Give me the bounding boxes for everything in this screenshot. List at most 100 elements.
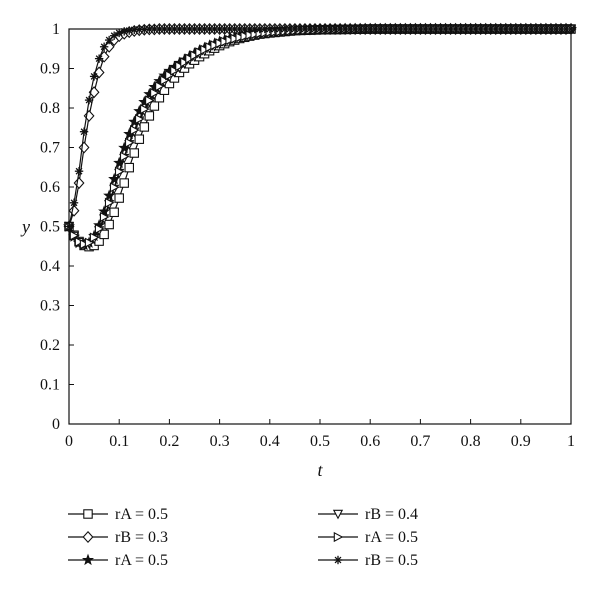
asterisk-stroke <box>432 25 439 33</box>
legend-label: rB = 0.3 <box>115 529 168 546</box>
data-point <box>230 33 241 44</box>
asterisk-stroke <box>135 25 143 33</box>
data-point <box>476 24 485 34</box>
asterisk-stroke <box>401 25 409 33</box>
y-tick-label: 0.6 <box>40 179 60 196</box>
asterisk-stroke <box>396 25 404 33</box>
asterisk-stroke <box>80 128 88 136</box>
asterisk-stroke <box>311 25 319 33</box>
asterisk-stroke <box>296 25 304 33</box>
data-point <box>84 237 95 248</box>
data-point <box>94 223 105 234</box>
x-tick-label: 1 <box>567 433 575 450</box>
data-point <box>240 30 251 42</box>
asterisk-stroke <box>191 25 198 33</box>
data-point <box>89 72 99 81</box>
data-point <box>185 53 195 64</box>
asterisk-stroke <box>236 25 244 33</box>
series-layer <box>62 22 578 252</box>
asterisk-stroke <box>492 25 500 33</box>
data-point <box>170 24 179 34</box>
data-point <box>526 24 536 34</box>
asterisk-stroke <box>256 25 264 33</box>
data-point <box>330 24 340 34</box>
x-axis-title: t <box>317 460 323 480</box>
data-point <box>83 109 95 122</box>
data-point <box>436 24 445 34</box>
data-point <box>140 104 150 115</box>
data-point <box>69 198 79 207</box>
legend-label: rA = 0.5 <box>115 506 168 523</box>
asterisk-stroke <box>562 25 570 33</box>
data-point <box>350 24 360 34</box>
y-tick-label: 0.8 <box>40 100 60 117</box>
plot-area <box>68 28 572 425</box>
data-point <box>516 24 525 34</box>
x-tick-label: 0.9 <box>511 433 531 450</box>
asterisk-stroke <box>165 25 173 33</box>
asterisk-stroke <box>206 25 213 33</box>
data-point <box>99 229 109 240</box>
asterisk-stroke <box>542 25 550 33</box>
data-point <box>195 47 205 58</box>
legend-item: rA = 0.5 <box>318 529 418 546</box>
data-point <box>175 61 185 72</box>
legend-label: rA = 0.5 <box>365 529 418 546</box>
data-point <box>260 24 269 34</box>
data-point <box>210 40 220 51</box>
asterisk-stroke <box>186 25 193 33</box>
asterisk-stroke <box>336 25 344 33</box>
asterisk-stroke <box>170 25 178 33</box>
asterisk-stroke <box>160 25 168 33</box>
series-line <box>68 28 571 245</box>
series-line <box>68 28 571 246</box>
data-point <box>456 24 465 34</box>
data-point <box>386 24 395 34</box>
legend-label: rB = 0.5 <box>365 552 418 569</box>
asterisk-stroke <box>421 25 429 33</box>
legend-item: rA = 0.5 <box>68 506 168 523</box>
data-point <box>119 178 129 188</box>
data-point <box>78 141 90 154</box>
asterisk-stroke <box>181 25 188 33</box>
data-point <box>89 232 100 243</box>
data-point <box>135 25 144 34</box>
asterisk-stroke <box>502 25 510 33</box>
data-point <box>360 24 370 34</box>
data-point <box>139 122 150 132</box>
data-point <box>551 24 561 34</box>
data-point <box>160 75 170 86</box>
x-tick-label: 0.4 <box>260 433 280 450</box>
data-point <box>496 24 505 34</box>
asterisk-stroke <box>75 167 83 175</box>
asterisk-stroke <box>507 25 515 33</box>
legend-marker <box>333 555 343 565</box>
legend-item: rB = 0.4 <box>318 506 418 523</box>
y-tick-label: 0.4 <box>40 258 60 275</box>
asterisk-stroke <box>552 25 560 33</box>
data-point <box>431 24 440 34</box>
data-point <box>511 24 520 34</box>
y-tick-label: 0.9 <box>40 61 60 78</box>
data-point <box>104 197 115 208</box>
asterisk-stroke <box>406 25 414 33</box>
data-point <box>235 32 246 43</box>
asterisk-stroke <box>176 25 183 33</box>
data-point <box>215 38 225 49</box>
asterisk-stroke <box>241 25 249 33</box>
asterisk-stroke <box>226 25 234 33</box>
data-point <box>305 24 315 34</box>
data-point <box>225 34 236 46</box>
data-point <box>114 193 124 203</box>
asterisk-stroke <box>125 27 133 35</box>
y-tick-label: 0.1 <box>40 377 60 394</box>
data-point <box>109 207 119 218</box>
data-point <box>119 151 130 162</box>
legend-item: rA = 0.5 <box>68 552 168 569</box>
data-point <box>69 230 80 241</box>
asterisk-stroke <box>155 25 163 33</box>
data-point <box>355 24 365 34</box>
asterisk-stroke <box>411 25 419 33</box>
asterisk-stroke <box>467 25 475 33</box>
data-point <box>135 113 145 125</box>
